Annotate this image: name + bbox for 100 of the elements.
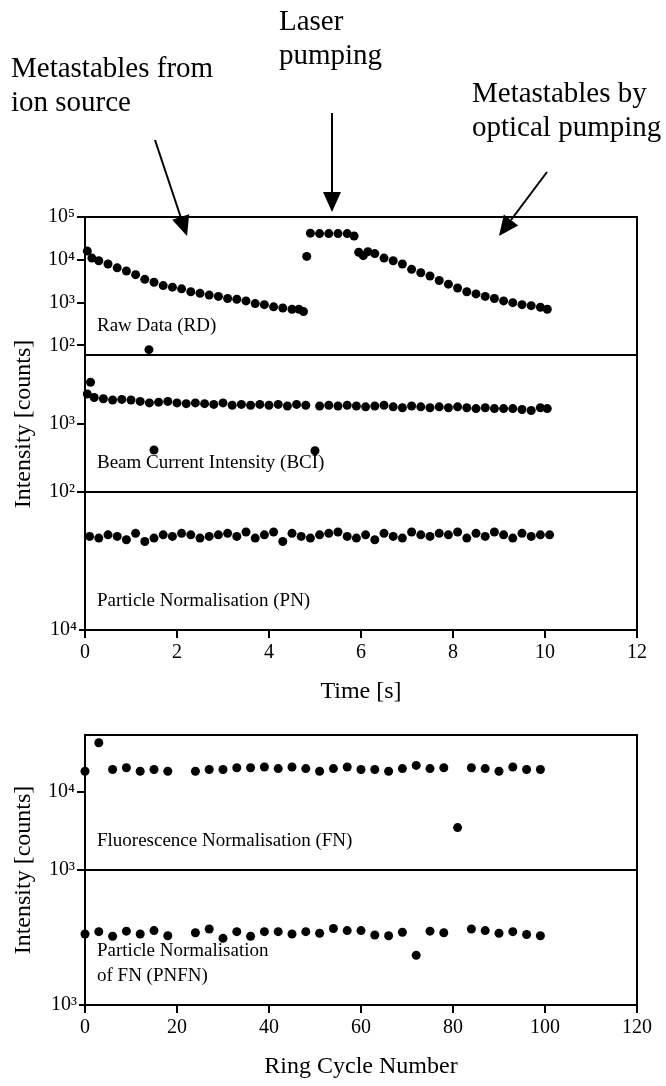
point	[517, 405, 527, 415]
point	[526, 405, 536, 415]
point	[471, 289, 481, 299]
point	[545, 530, 555, 540]
point	[379, 253, 389, 263]
point	[384, 766, 394, 776]
point	[333, 527, 343, 537]
point	[453, 283, 463, 293]
point	[94, 256, 104, 266]
point	[250, 299, 260, 309]
point	[434, 275, 444, 285]
point	[494, 928, 504, 938]
x-tick-label: 4	[264, 640, 274, 663]
point	[397, 764, 407, 774]
point	[241, 527, 251, 537]
point	[163, 931, 173, 941]
point	[273, 927, 283, 937]
point	[163, 766, 173, 776]
point	[94, 533, 104, 543]
point	[443, 279, 453, 289]
point	[121, 926, 131, 936]
point	[310, 446, 320, 456]
point	[149, 445, 159, 455]
point	[356, 764, 366, 774]
point	[305, 533, 315, 543]
point	[379, 528, 389, 538]
point	[140, 537, 150, 546]
point	[301, 764, 311, 774]
point	[397, 533, 407, 543]
point	[121, 763, 131, 773]
text: Metastables from ion source	[11, 51, 214, 117]
point	[356, 926, 366, 936]
point	[195, 533, 205, 543]
annotation: Particle Normalisation (PN)	[97, 589, 311, 611]
point	[85, 531, 95, 541]
point	[508, 927, 518, 937]
point	[131, 270, 141, 280]
point	[407, 264, 417, 274]
point	[388, 402, 398, 412]
point	[190, 928, 200, 938]
y-tick-label: 10³	[49, 289, 75, 312]
point	[315, 229, 325, 239]
point	[167, 282, 177, 292]
point	[218, 764, 228, 774]
point	[397, 259, 407, 269]
point	[117, 394, 127, 404]
point	[388, 531, 398, 541]
point	[232, 294, 242, 304]
point	[135, 929, 145, 939]
point	[342, 400, 352, 410]
point	[301, 400, 311, 410]
point	[328, 923, 338, 933]
point	[181, 399, 191, 409]
point	[379, 400, 389, 410]
point	[466, 924, 476, 934]
point	[411, 950, 421, 960]
point	[425, 764, 435, 774]
point	[434, 528, 444, 538]
x-tick-label: 40	[259, 1015, 279, 1038]
point	[112, 263, 122, 273]
text: Metastables by optical pumping	[472, 76, 662, 142]
point	[425, 926, 435, 936]
point	[98, 394, 108, 404]
x-tick-label: 100	[530, 1015, 560, 1038]
point	[526, 531, 536, 541]
point	[246, 400, 256, 410]
y-axis-title: Intensity [counts]	[8, 339, 36, 508]
point	[287, 762, 297, 772]
point	[299, 307, 308, 317]
y-axis-title: Intensity [counts]	[8, 785, 36, 955]
point	[149, 533, 159, 543]
point	[453, 402, 463, 412]
point	[167, 531, 177, 541]
point	[471, 404, 481, 414]
point	[278, 537, 288, 546]
point	[172, 398, 182, 408]
y-tick-label: 10²	[49, 332, 75, 355]
point	[232, 927, 242, 937]
point	[302, 251, 312, 261]
x-tick-label: 0	[80, 1015, 90, 1038]
point	[315, 401, 325, 411]
x-tick-label: 0	[80, 640, 90, 663]
point	[144, 398, 154, 408]
point	[489, 527, 499, 537]
point	[186, 287, 196, 297]
point	[370, 401, 380, 411]
point	[480, 403, 490, 413]
point	[112, 531, 122, 541]
y-tick-label: 10³	[49, 410, 75, 433]
point	[177, 284, 187, 294]
point	[149, 764, 159, 774]
point	[494, 766, 504, 776]
point	[223, 528, 233, 538]
point	[489, 294, 499, 304]
point	[508, 298, 518, 308]
point	[204, 924, 214, 934]
point	[416, 402, 426, 412]
point	[466, 763, 476, 773]
point	[282, 401, 292, 411]
point	[370, 930, 380, 940]
